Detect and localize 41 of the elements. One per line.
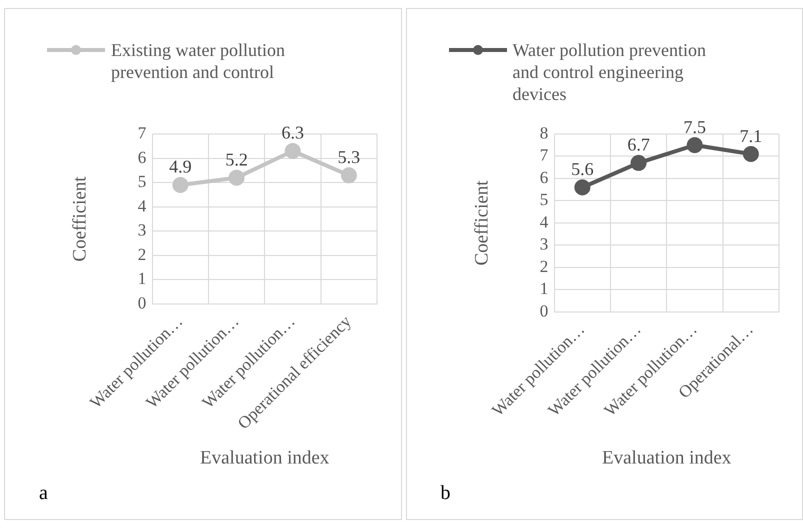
- data-label: 5.2: [225, 149, 248, 170]
- y-axis-title: Coefficient: [69, 176, 90, 262]
- y-tick-label: 8: [539, 123, 548, 142]
- y-tick-label: 2: [138, 244, 146, 264]
- data-label: 5.6: [570, 159, 594, 180]
- data-label: 5.3: [338, 147, 360, 168]
- point: [574, 179, 590, 196]
- y-tick-label: 6: [539, 168, 548, 187]
- y-tick-label: 4: [539, 212, 548, 232]
- data-label: 7.5: [682, 116, 706, 137]
- y-tick-label: 3: [138, 220, 146, 240]
- y-tick-label: 2: [539, 256, 548, 276]
- point: [284, 143, 301, 159]
- text: a: [39, 482, 48, 505]
- data-label: 4.9: [169, 156, 192, 177]
- point: [228, 170, 245, 186]
- data-label: 6.3: [281, 122, 304, 143]
- y-tick-label: 5: [138, 172, 146, 192]
- y-tick-label: 0: [138, 293, 146, 312]
- legend-label: Water pollution prevention and control engineering devices: [512, 39, 707, 105]
- text: b: [440, 482, 450, 505]
- x-axis-title: Evaluation index: [200, 448, 330, 469]
- point: [686, 137, 702, 154]
- point: [630, 154, 646, 171]
- y-tick-label: 4: [138, 196, 147, 216]
- point: [340, 167, 357, 184]
- y-tick-label: 3: [539, 234, 548, 254]
- y-tick-label: 1: [539, 279, 548, 298]
- y-tick-label: 0: [539, 301, 548, 320]
- point: [172, 177, 188, 193]
- data-label: 6.7: [626, 134, 650, 155]
- y-tick-label: 7: [138, 123, 147, 142]
- legend-label: Existing water pollution prevention and control: [111, 39, 286, 83]
- point: [742, 146, 758, 162]
- data-label: 7.1: [739, 126, 762, 146]
- x-axis-title: Evaluation index: [602, 448, 732, 469]
- y-tick-label: 5: [539, 190, 548, 210]
- y-tick-label: 1: [138, 269, 146, 288]
- y-tick-label: 7: [539, 146, 548, 165]
- y-axis-title: Coefficient: [470, 180, 492, 266]
- y-tick-label: 6: [138, 148, 146, 167]
